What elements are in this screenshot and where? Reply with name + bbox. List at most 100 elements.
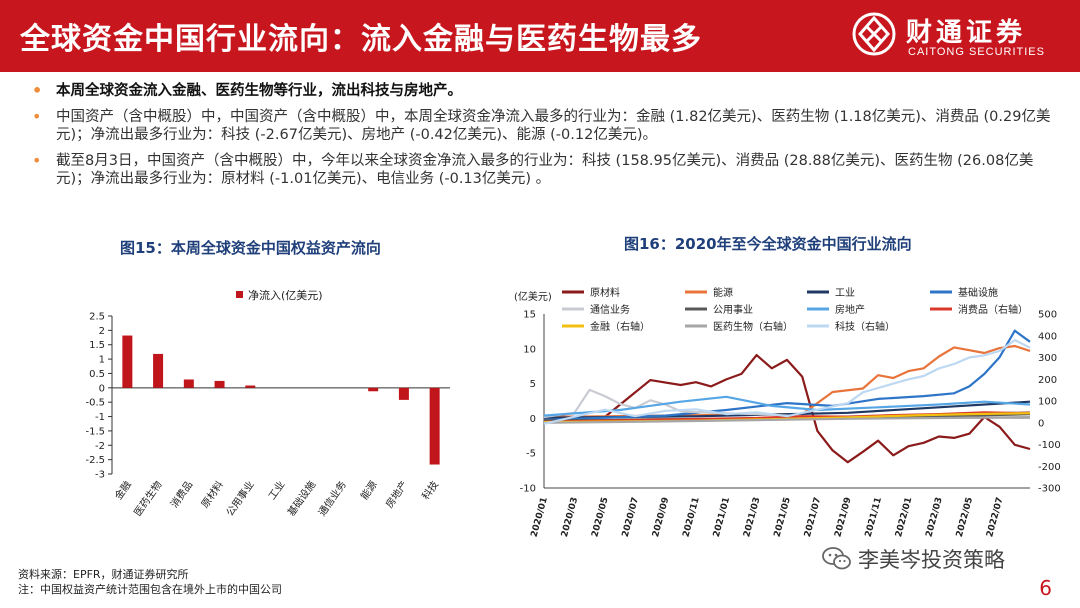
- wechat-icon: [822, 547, 851, 570]
- legend-label: 能源: [713, 286, 733, 299]
- bar: [368, 387, 379, 392]
- page-number: 6: [1039, 576, 1052, 600]
- y-tick-label-right: -300: [1038, 484, 1061, 495]
- x-tick-label: 房地产: [383, 478, 411, 510]
- legend-label: 科技（右轴）: [835, 320, 895, 333]
- x-tick-label: 2021/09: [833, 496, 853, 538]
- legend-label: 通信业务: [590, 303, 630, 316]
- x-tick-label: 基础设施: [285, 478, 319, 518]
- y-tick-label-right: -100: [1038, 440, 1061, 451]
- legend-label: 基础设施: [958, 286, 998, 299]
- x-tick-label: 2021/05: [773, 496, 793, 538]
- x-tick-label: 医药生物: [131, 478, 165, 518]
- bar: [183, 379, 194, 388]
- x-tick-label: 2020/05: [590, 496, 610, 538]
- legend-label: 工业: [835, 287, 855, 299]
- wechat-watermark: 李美岑投资策略: [822, 540, 1052, 576]
- y-tick-label: -2: [95, 441, 105, 452]
- bullet-ytd-flow: 截至8月3日，中国资产（含中概股）中，今年以来全球资金净流入最多的行业为：科技 …: [30, 152, 1060, 188]
- x-tick-label: 工业: [266, 479, 287, 502]
- y-tick-label: -1: [95, 412, 105, 423]
- y-tick-label: -0.5: [85, 398, 105, 409]
- x-tick-label: 2020/07: [621, 496, 641, 538]
- logo-en-text: CAITONG SECURITIES: [908, 46, 1045, 58]
- series-line: [543, 329, 1031, 421]
- y-tick-label-right: 100: [1038, 397, 1057, 408]
- x-tick-label: 2020/03: [560, 496, 580, 538]
- y-tick-label: -2.5: [85, 455, 105, 466]
- y-tick-label: -1.5: [85, 426, 105, 437]
- series-line: [543, 344, 1031, 419]
- x-tick-label: 2020/01: [530, 496, 550, 538]
- y-tick-label: 2.5: [89, 312, 105, 323]
- y-tick-label: 1.5: [89, 340, 105, 351]
- source-note: 资料来源：EPFR，财通证券研究所: [18, 568, 189, 581]
- y-tick-label-right: 200: [1038, 375, 1057, 386]
- chart16-title: 图16：2020年至今全球资金中国行业流向: [624, 235, 912, 253]
- x-tick-label: 2021/11: [864, 496, 884, 538]
- bar: [214, 380, 225, 388]
- x-tick-label: 2021/01: [712, 496, 732, 538]
- x-tick-label: 2021/07: [803, 496, 823, 538]
- y-tick-label-right: 300: [1038, 353, 1057, 364]
- x-tick-label: 2021/03: [742, 496, 762, 538]
- logo-cn-text: 财通证券: [906, 18, 1027, 48]
- x-tick-label: 2022/03: [925, 496, 945, 538]
- y-tick-label: 2: [99, 326, 105, 337]
- page-header: 全球资金中国行业流向：流入金融与医药生物最多 财通证券 CAITONG SECU…: [0, 0, 1080, 72]
- y-tick-label: -3: [95, 470, 105, 481]
- x-tick-label: 能源: [358, 478, 380, 502]
- y-tick-label-left: 15: [523, 310, 536, 321]
- y-axis-unit: (亿美元): [514, 290, 552, 303]
- x-tick-label: 2022/07: [985, 496, 1005, 538]
- wechat-account-name: 李美岑投资策略: [858, 548, 1005, 572]
- x-tick-label: 2020/11: [682, 496, 702, 538]
- bar: [429, 387, 440, 465]
- series-line: [543, 395, 1031, 417]
- y-tick-label: 0.5: [89, 369, 105, 380]
- bar: [245, 385, 256, 388]
- y-tick-label: 1: [99, 355, 105, 366]
- x-tick-label: 通信业务: [315, 478, 349, 518]
- x-tick-label: 消费品: [167, 478, 195, 510]
- legend-swatch: [236, 291, 243, 298]
- x-tick-label: 金融: [112, 478, 134, 502]
- y-tick-label-right: 400: [1038, 331, 1057, 342]
- bullet-headline: 本周全球资金流入金融、医药生物等行业，流出科技与房地产。: [30, 82, 1060, 100]
- x-tick-label: 科技: [419, 478, 441, 502]
- y-tick-label-left: 5: [530, 379, 536, 390]
- page-title: 全球资金中国行业流向：流入金融与医药生物最多: [20, 22, 702, 57]
- series-line: [543, 339, 1031, 425]
- bar: [122, 335, 133, 388]
- y-tick-label-left: -10: [520, 484, 536, 495]
- y-tick-label: 0: [99, 383, 105, 394]
- y-tick-label-right: 500: [1038, 310, 1057, 321]
- y-tick-label-left: -5: [526, 449, 536, 460]
- series-line: [543, 416, 1031, 424]
- series-line: [543, 354, 1031, 464]
- ytd-flow-line-chart: (亿美元) 15 10 5 0 -5 -10 500 400 300 200 100 0 -100 -200…: [514, 286, 1061, 538]
- x-tick-label: 公用事业: [223, 478, 257, 518]
- legend-label: 原材料: [590, 286, 620, 299]
- company-logo: 财通证券 CAITONG SECURITIES: [852, 8, 1052, 64]
- caitong-logo-icon: [852, 12, 896, 56]
- legend-label: 公用事业: [713, 303, 753, 316]
- x-tick-label: 2020/09: [651, 496, 671, 538]
- bar: [398, 387, 409, 400]
- y-tick-label-right: 0: [1038, 418, 1044, 429]
- summary-bullets: 本周全球资金流入金融、医药生物等行业，流出科技与房地产。 中国资产（含中概股）中…: [30, 82, 1060, 196]
- x-tick-label: 2022/01: [894, 496, 914, 538]
- legend-label: 净流入(亿美元): [248, 288, 323, 302]
- bar: [153, 353, 164, 388]
- y-tick-label-left: 0: [530, 414, 536, 425]
- y-tick-label-right: -200: [1038, 462, 1061, 473]
- legend-label: 房地产: [835, 303, 865, 316]
- x-tick-label: 原材料: [198, 478, 226, 510]
- x-tick-label: 2022/05: [955, 496, 975, 538]
- legend-label: 医药生物（右轴）: [713, 320, 793, 333]
- legend-label: 金融（右轴）: [590, 320, 650, 333]
- chart15-title: 图15：本周全球资金中国权益资产流向: [120, 239, 381, 257]
- bullet-weekly-flow: 中国资产（含中概股）中，中国资产（含中概股）中，本周全球资金净流入最多的行业为：…: [30, 108, 1060, 144]
- y-tick-label-left: 10: [523, 344, 536, 355]
- weekly-flow-bar-chart: 净流入(亿美元) 2.5 2 1.5 1 0.5 0 -0.5 -1 -1.5 -2 -2.5 -3 金融…: [85, 288, 450, 518]
